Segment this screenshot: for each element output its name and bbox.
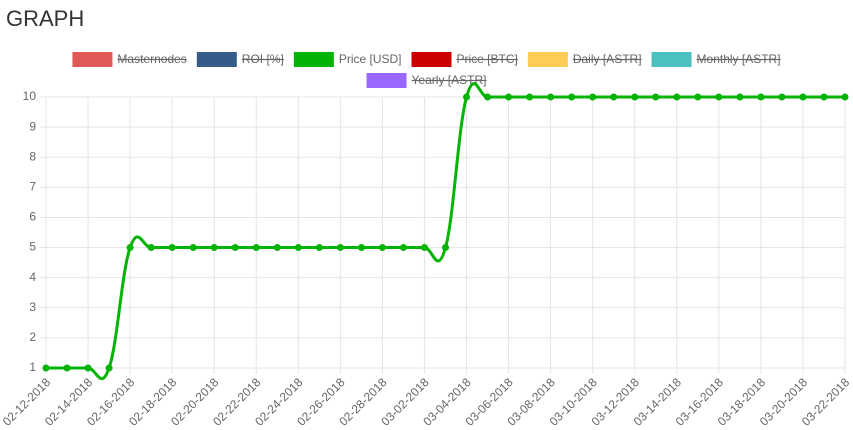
point — [63, 364, 71, 372]
y-tick-label: 7 — [29, 180, 36, 194]
legend-label: Masternodes — [117, 52, 186, 66]
point — [757, 93, 765, 101]
y-tick-label: 2 — [29, 330, 36, 344]
legend-item[interactable]: Price [BTC] — [411, 52, 518, 67]
line — [46, 82, 845, 381]
legend-swatch — [196, 52, 237, 67]
legend-item[interactable]: Yearly [ASTR] — [366, 73, 487, 88]
y-tick-label: 8 — [29, 149, 36, 163]
legend-item[interactable]: Price [USD] — [293, 52, 402, 67]
point — [357, 244, 365, 252]
point — [273, 244, 281, 252]
point — [105, 364, 113, 372]
point — [589, 93, 597, 101]
legend-item[interactable]: Masternodes — [72, 52, 187, 67]
point — [799, 93, 807, 101]
point — [336, 244, 344, 252]
point — [231, 244, 239, 252]
legend-item[interactable]: Monthly [ASTR] — [651, 52, 781, 67]
point — [526, 93, 534, 101]
point — [442, 244, 449, 252]
legend-swatch — [527, 52, 568, 67]
point — [736, 93, 744, 101]
point — [147, 244, 155, 252]
point — [631, 93, 639, 101]
point — [841, 93, 849, 101]
legend-swatch — [411, 52, 452, 67]
point — [694, 93, 702, 101]
point — [84, 364, 92, 372]
point — [568, 93, 576, 101]
legend-item[interactable]: Daily [ASTR] — [527, 52, 642, 67]
y-tick-label: 5 — [29, 240, 36, 254]
legend-label: Daily [ASTR] — [573, 52, 642, 66]
point — [420, 244, 428, 252]
legend-item[interactable]: ROI [%] — [196, 52, 284, 67]
y-tick-label: 6 — [29, 210, 36, 224]
y-tick-label: 1 — [29, 360, 36, 374]
y-tick-label: 3 — [29, 300, 36, 314]
legend-label: ROI [%] — [242, 52, 284, 66]
legend-label: Monthly [ASTR] — [697, 52, 781, 66]
point — [42, 364, 50, 372]
point — [294, 244, 302, 252]
legend-swatch — [651, 52, 692, 67]
point — [547, 93, 555, 101]
point — [168, 244, 176, 252]
point — [484, 93, 492, 101]
point — [210, 244, 218, 252]
point — [673, 93, 681, 101]
point — [820, 93, 828, 101]
y-tick-label: 9 — [29, 119, 36, 133]
point — [715, 93, 723, 101]
legend-label: Price [BTC] — [457, 52, 518, 66]
legend-label: Yearly [ASTR] — [412, 73, 487, 87]
point — [610, 93, 618, 101]
y-tick-label: 10 — [23, 89, 37, 103]
legend-swatch — [366, 73, 407, 88]
point — [189, 244, 197, 252]
point — [463, 93, 471, 101]
point — [378, 244, 386, 252]
point — [505, 93, 513, 101]
point — [652, 93, 660, 101]
point — [778, 93, 786, 101]
legend-label: Price [USD] — [339, 52, 402, 66]
point — [315, 244, 323, 252]
legend-swatch — [72, 52, 113, 67]
point — [252, 244, 260, 252]
y-tick-label: 4 — [29, 270, 36, 284]
legend-swatch — [293, 52, 334, 67]
page-title: GRAPH — [6, 6, 85, 31]
point — [126, 244, 134, 252]
point — [399, 244, 407, 252]
